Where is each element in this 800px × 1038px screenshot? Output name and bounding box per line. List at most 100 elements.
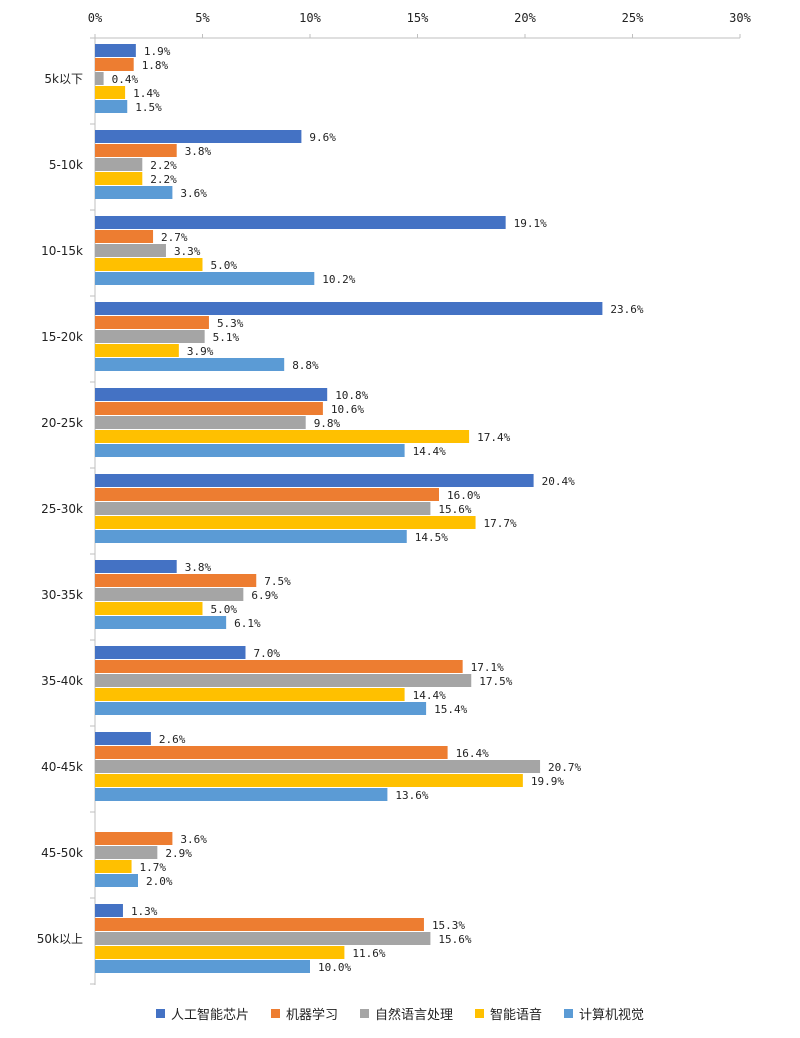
category-label: 45-50k xyxy=(41,846,83,860)
bar xyxy=(95,874,138,887)
data-label: 15.6% xyxy=(438,503,471,516)
data-label: 10.0% xyxy=(318,961,351,974)
bar xyxy=(95,760,541,773)
bar xyxy=(95,860,132,873)
data-label: 3.3% xyxy=(174,245,201,258)
data-label: 2.7% xyxy=(161,231,188,244)
data-label: 0.4% xyxy=(112,73,139,86)
legend-item: 自然语言处理 xyxy=(359,1004,453,1023)
bar xyxy=(95,918,424,931)
data-label: 1.7% xyxy=(140,861,167,874)
legend-label: 机器学习 xyxy=(285,1008,338,1023)
data-label: 3.6% xyxy=(180,187,207,200)
bar xyxy=(95,602,203,615)
legend-item: 智能语音 xyxy=(475,1004,542,1023)
legend-swatch xyxy=(475,1009,484,1018)
legend-swatch xyxy=(359,1009,369,1018)
data-label: 2.6% xyxy=(159,733,186,746)
data-label: 16.0% xyxy=(447,489,480,502)
data-label: 1.9% xyxy=(144,45,171,58)
bar xyxy=(95,416,306,429)
x-tick-label: 0% xyxy=(88,11,103,25)
data-label: 2.2% xyxy=(150,159,177,172)
category-label: 5k以下 xyxy=(44,72,83,86)
bar xyxy=(95,488,439,501)
bar xyxy=(95,774,523,787)
data-label: 9.8% xyxy=(314,417,341,430)
data-label: 3.8% xyxy=(185,561,212,574)
bar xyxy=(95,186,173,199)
data-label: 19.9% xyxy=(531,775,564,788)
bar xyxy=(95,904,123,917)
legend-label: 人工智能芯片 xyxy=(170,1008,249,1023)
bar xyxy=(95,388,328,401)
bar xyxy=(95,946,345,959)
data-label: 1.4% xyxy=(133,87,160,100)
data-label: 2.2% xyxy=(150,173,177,186)
data-label: 14.5% xyxy=(415,531,448,544)
legend-item: 机器学习 xyxy=(270,1004,338,1023)
bar xyxy=(95,402,323,415)
data-label: 17.5% xyxy=(479,675,512,688)
legend-swatch xyxy=(155,1009,165,1018)
data-label: 7.0% xyxy=(254,647,281,660)
legend-label: 计算机视觉 xyxy=(579,1008,645,1023)
data-label: 1.8% xyxy=(142,59,169,72)
data-label: 20.4% xyxy=(542,475,575,488)
bar xyxy=(95,702,427,715)
bar xyxy=(95,216,506,229)
bar xyxy=(95,588,244,601)
bar xyxy=(95,530,407,543)
bar xyxy=(95,58,134,71)
bar xyxy=(95,616,227,629)
data-label: 10.6% xyxy=(331,403,364,416)
bar xyxy=(95,258,203,271)
bar xyxy=(95,746,448,759)
bar xyxy=(95,230,154,243)
data-label: 3.9% xyxy=(187,345,214,358)
bar xyxy=(95,646,246,659)
data-label: 17.1% xyxy=(471,661,504,674)
data-label: 7.5% xyxy=(264,575,291,588)
bar xyxy=(95,302,603,315)
bar xyxy=(95,172,143,185)
data-label: 5.0% xyxy=(211,259,238,272)
bar xyxy=(95,444,405,457)
category-label: 50k以上 xyxy=(37,932,83,946)
bar xyxy=(95,516,476,529)
bar xyxy=(95,960,310,973)
data-label: 2.0% xyxy=(146,875,173,888)
category-label: 5-10k xyxy=(49,158,83,172)
bar xyxy=(95,330,205,343)
x-tick-label: 20% xyxy=(514,11,536,25)
bar xyxy=(95,660,463,673)
data-label: 10.8% xyxy=(335,389,368,402)
bar xyxy=(95,272,315,285)
data-label: 14.4% xyxy=(413,689,446,702)
bar xyxy=(95,574,257,587)
bar xyxy=(95,832,173,845)
data-label: 5.3% xyxy=(217,317,244,330)
legend: 人工智能芯片 机器学习 自然语言处理 智能语音 计算机视觉 xyxy=(0,1004,800,1023)
legend-item: 计算机视觉 xyxy=(564,1004,644,1023)
data-label: 15.3% xyxy=(432,919,465,932)
bar xyxy=(95,502,431,515)
legend-swatch xyxy=(270,1009,280,1018)
bar xyxy=(95,732,151,745)
bar xyxy=(95,244,166,257)
data-label: 15.4% xyxy=(434,703,467,716)
bar-chart: 0% 5% 10% 15% 20% 25% 30% 5k以下 5-10k 10-15k 15-20k… xyxy=(37,11,752,985)
bar xyxy=(95,158,143,171)
legend-label: 自然语言处理 xyxy=(374,1008,453,1023)
data-label: 6.1% xyxy=(234,617,261,630)
category-label: 35-40k xyxy=(41,674,83,688)
data-label: 1.3% xyxy=(131,905,158,918)
category-label: 40-45k xyxy=(41,760,83,774)
bar xyxy=(95,344,179,357)
bar xyxy=(95,316,209,329)
data-label: 3.6% xyxy=(180,833,207,846)
bar xyxy=(95,130,302,143)
category-label: 30-35k xyxy=(41,588,83,602)
axis-layer: 0% 5% 10% 15% 20% 25% 30% 5k以下 5-10k 10-15k 15-20k… xyxy=(37,11,752,985)
bar xyxy=(95,72,104,85)
